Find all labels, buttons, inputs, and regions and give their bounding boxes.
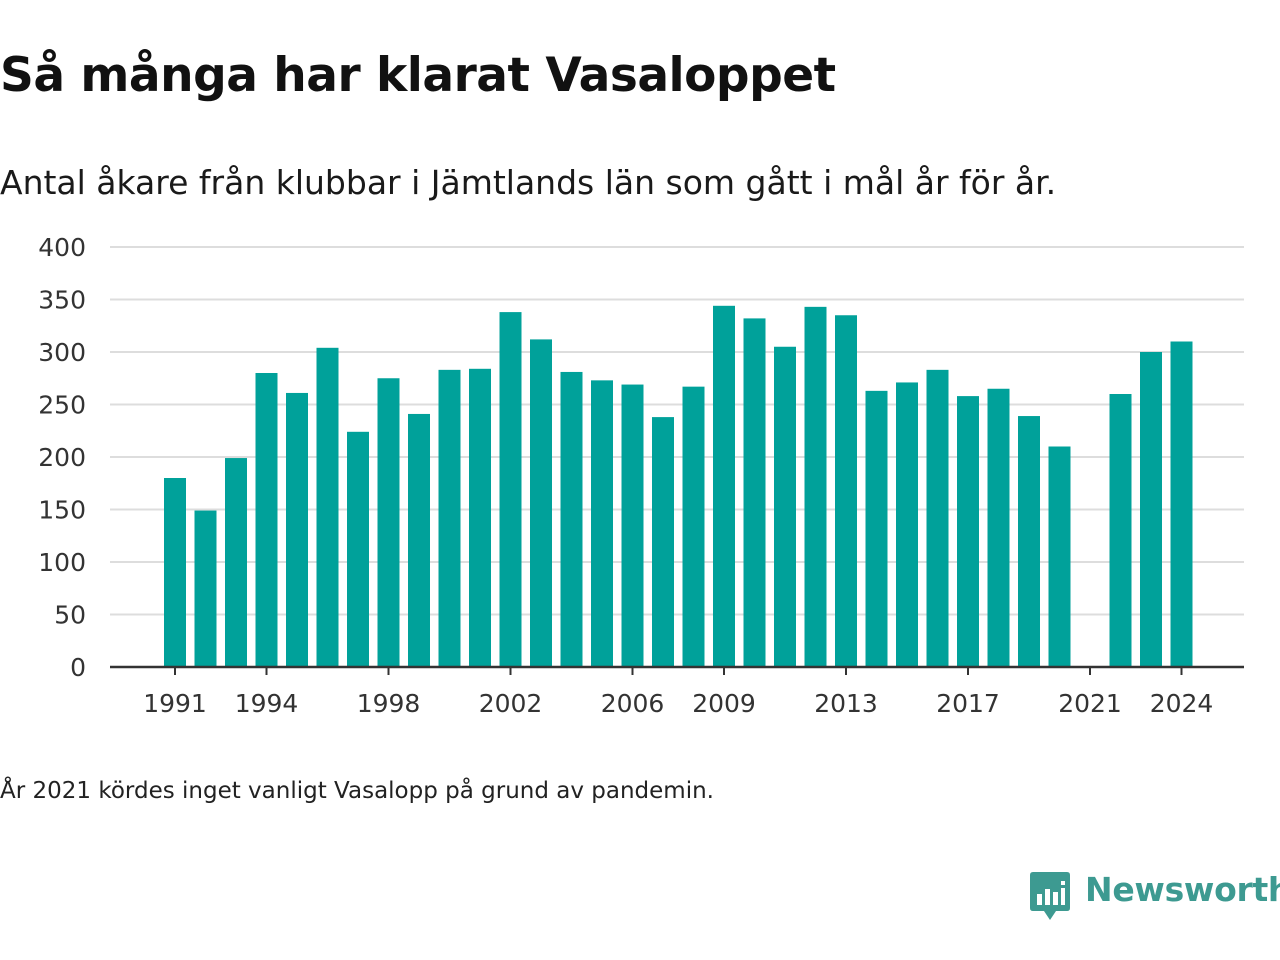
bar-2005 [591, 380, 613, 667]
y-tick-label: 400 [38, 233, 86, 262]
y-tick-label: 250 [38, 391, 86, 420]
bars [164, 305, 1193, 667]
newsworthy-logo-text: Newsworthy [1085, 870, 1280, 909]
bar-1999 [408, 413, 430, 667]
bar-2013 [835, 315, 857, 667]
y-axis-tick-labels: 0 50 100 150 200 250 300 350 400 [38, 233, 86, 682]
bar-2008 [682, 386, 705, 667]
x-tick-label: 1991 [143, 689, 207, 718]
y-tick-label: 100 [38, 548, 86, 577]
x-tick-label: 2009 [692, 689, 756, 718]
gridlines [110, 246, 1244, 616]
bar-2001 [469, 368, 491, 667]
bar-1996 [316, 347, 339, 667]
x-tick-label: 2024 [1150, 689, 1214, 718]
bar-chart: 0 50 100 150 200 250 300 350 400 1991 1994 1998 200… [38, 233, 1244, 718]
y-tick-label: 350 [38, 286, 86, 315]
x-tick-label: 2021 [1058, 689, 1122, 718]
bar-2017 [957, 396, 979, 667]
x-tick-label: 1994 [235, 689, 299, 718]
bar-1992 [194, 510, 217, 667]
bar-1998 [377, 378, 400, 667]
bar-2022 [1109, 394, 1132, 667]
newsworthy-logo-icon [1030, 872, 1070, 920]
bar-1993 [225, 458, 247, 667]
y-tick-label: 300 [38, 338, 86, 367]
chart-subtitle: Antal åkare från klubbar i Jämtlands län… [0, 163, 1057, 202]
x-tick-label: 2006 [601, 689, 665, 718]
bar-2020 [1048, 446, 1071, 667]
bar-2018 [987, 388, 1010, 667]
bar-2006 [621, 384, 644, 667]
bar-1995 [286, 392, 308, 667]
bar-2014 [865, 390, 888, 667]
x-axis-tick-labels: 1991 1994 1998 2002 2006 2009 2013 2017 2021 2024 [143, 689, 1213, 718]
bar-2010 [743, 318, 766, 667]
bar-2009 [713, 305, 735, 667]
y-tick-label: 150 [38, 496, 86, 525]
x-tick-label: 2017 [936, 689, 1000, 718]
bar-1991 [164, 478, 186, 667]
bar-2016 [926, 369, 949, 667]
bar-2003 [530, 339, 552, 667]
x-tick-label: 2013 [814, 689, 878, 718]
bar-2011 [774, 346, 796, 667]
y-tick-label: 200 [38, 443, 86, 472]
bar-2012 [804, 306, 827, 667]
chart-title: Så många har klarat Vasaloppet [0, 48, 836, 103]
bar-2004 [560, 371, 583, 667]
bar-2023 [1140, 352, 1162, 667]
bar-1997 [347, 431, 369, 667]
newsworthy-logo: Newsworthy [1030, 868, 1280, 924]
bar-1994 [255, 373, 278, 667]
y-tick-label: 0 [70, 653, 86, 682]
bar-2019 [1018, 416, 1040, 667]
bar-2002 [499, 312, 522, 667]
x-axis [110, 665, 1244, 675]
x-tick-label: 1998 [357, 689, 421, 718]
bar-2024 [1170, 341, 1193, 667]
bar-2000 [438, 369, 461, 667]
footnote: År 2021 kördes inget vanligt Vasalopp på… [0, 778, 714, 804]
x-tick-label: 2002 [479, 689, 543, 718]
bar-2007 [652, 417, 674, 667]
y-tick-label: 50 [54, 601, 86, 630]
bar-2015 [896, 382, 918, 667]
